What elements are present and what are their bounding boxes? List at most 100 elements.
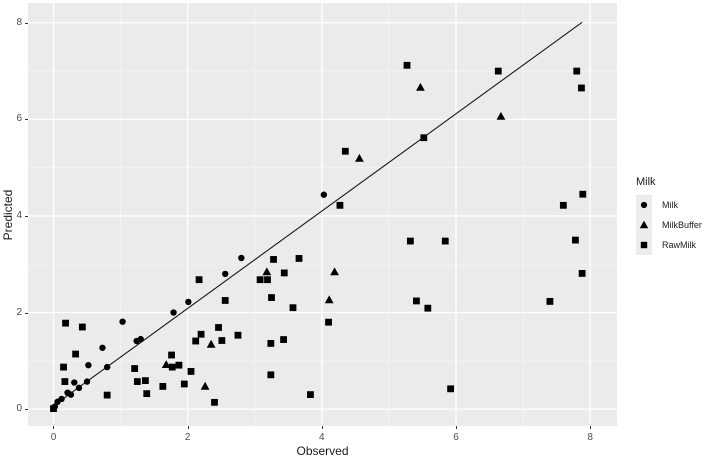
legend-title: Milk [636, 176, 656, 188]
legend-items: Milk MilkBuffer RawMilk [636, 195, 702, 255]
data-point-rawmilk [211, 398, 218, 406]
data-point-milk [137, 335, 144, 343]
data-point-rawmilk [141, 377, 149, 385]
data-point-rawmilk [234, 331, 242, 339]
data-point-milk [83, 378, 91, 385]
data-point-rawmilk [221, 297, 229, 304]
data-point-rawmilk [280, 336, 287, 343]
data-point-rawmilk [215, 324, 222, 331]
data-point-milk [119, 318, 126, 325]
legend: Milk Milk MilkBuffer RawMilk [636, 176, 702, 255]
x-tick-mark [455, 426, 457, 429]
data-point-rawmilk [267, 371, 275, 379]
data-point-rawmilk [159, 383, 167, 390]
y-tick-mark [25, 409, 28, 411]
data-point-rawmilk [420, 134, 428, 142]
data-point-rawmilk [307, 391, 314, 399]
data-point-rawmilk [406, 237, 414, 245]
data-point-rawmilk [187, 368, 195, 375]
data-point-rawmilk [403, 61, 411, 69]
data-point-milk [320, 191, 328, 198]
x-tick-label: 2 [184, 432, 191, 443]
square-icon [636, 235, 652, 255]
legend-item-label: RawMilk [662, 240, 697, 250]
data-point-rawmilk [494, 67, 502, 75]
data-point-milkbuffer [262, 267, 272, 276]
data-point-rawmilk [270, 256, 277, 263]
data-point-rawmilk [103, 391, 111, 399]
data-point-rawmilk [341, 147, 349, 155]
data-point-rawmilk [413, 297, 420, 305]
data-point-rawmilk [60, 363, 67, 371]
data-point-rawmilk [295, 255, 303, 262]
data-point-rawmilk [218, 337, 226, 344]
x-tick-label: 6 [453, 432, 459, 443]
panel-svg [28, 3, 617, 426]
data-point-rawmilk [578, 84, 585, 92]
data-point-milk [99, 344, 106, 351]
data-point-rawmilk [61, 378, 69, 385]
x-tick-mark [590, 426, 592, 429]
data-point-rawmilk [559, 201, 567, 209]
x-tick-mark [53, 426, 55, 429]
data-point-rawmilk [197, 330, 205, 338]
data-point-milk [71, 379, 78, 386]
data-point-rawmilk [168, 363, 176, 371]
data-point-rawmilk [50, 405, 57, 413]
legend-item-milk: Milk [636, 195, 702, 215]
data-point-rawmilk [62, 319, 69, 327]
data-point-rawmilk [336, 201, 344, 209]
data-point-rawmilk [264, 276, 271, 284]
data-point-rawmilk [578, 270, 586, 277]
triangle-icon [636, 215, 652, 235]
data-point-milk [185, 298, 192, 306]
y-tick-label: 2 [16, 306, 22, 318]
circle-icon [636, 195, 652, 215]
legend-item-label: MilkBuffer [662, 220, 702, 230]
data-point-rawmilk [325, 318, 332, 326]
legend-item-milkbuffer: MilkBuffer [636, 215, 702, 235]
y-tick-label: 4 [16, 209, 22, 221]
data-point-rawmilk [573, 67, 581, 75]
y-tick-mark [25, 215, 28, 217]
data-point-rawmilk [78, 323, 86, 331]
data-point-milk [170, 309, 177, 316]
data-point-milkbuffer [496, 111, 506, 120]
data-point-rawmilk [268, 294, 275, 301]
x-tick-label: 8 [587, 432, 593, 443]
data-point-milk [67, 391, 75, 398]
x-tick-label: 4 [319, 432, 325, 443]
data-point-milkbuffer [330, 267, 339, 276]
data-point-milkbuffer [200, 381, 210, 390]
x-tick-label: 0 [50, 432, 57, 443]
square-glyph [640, 241, 648, 249]
y-tick-label: 8 [16, 16, 22, 28]
circle-glyph [640, 201, 648, 209]
data-point-rawmilk [195, 276, 203, 284]
y-tick-mark [25, 22, 28, 24]
data-point-milk [75, 384, 83, 392]
data-point-rawmilk [256, 276, 264, 284]
data-point-rawmilk [175, 361, 183, 369]
data-point-rawmilk [289, 304, 297, 312]
y-tick-label: 6 [16, 113, 22, 125]
data-point-milkbuffer [416, 82, 425, 91]
data-point-milkbuffer [206, 339, 216, 348]
data-point-rawmilk [72, 350, 80, 358]
identity-line [49, 21, 583, 409]
data-point-milkbuffer [354, 153, 364, 162]
y-tick-mark [25, 312, 28, 314]
y-tick-mark [25, 119, 28, 121]
data-point-rawmilk [572, 236, 579, 244]
data-point-milkbuffer [161, 360, 171, 368]
x-tick-mark [187, 426, 189, 429]
y-tick-label: 0 [16, 403, 22, 415]
data-point-rawmilk [143, 390, 151, 398]
data-point-rawmilk [131, 365, 139, 372]
legend-item-rawmilk: RawMilk [636, 235, 702, 255]
data-point-milk [58, 395, 65, 403]
data-point-rawmilk [447, 385, 455, 393]
data-point-rawmilk [441, 237, 449, 245]
data-point-rawmilk [424, 304, 432, 312]
